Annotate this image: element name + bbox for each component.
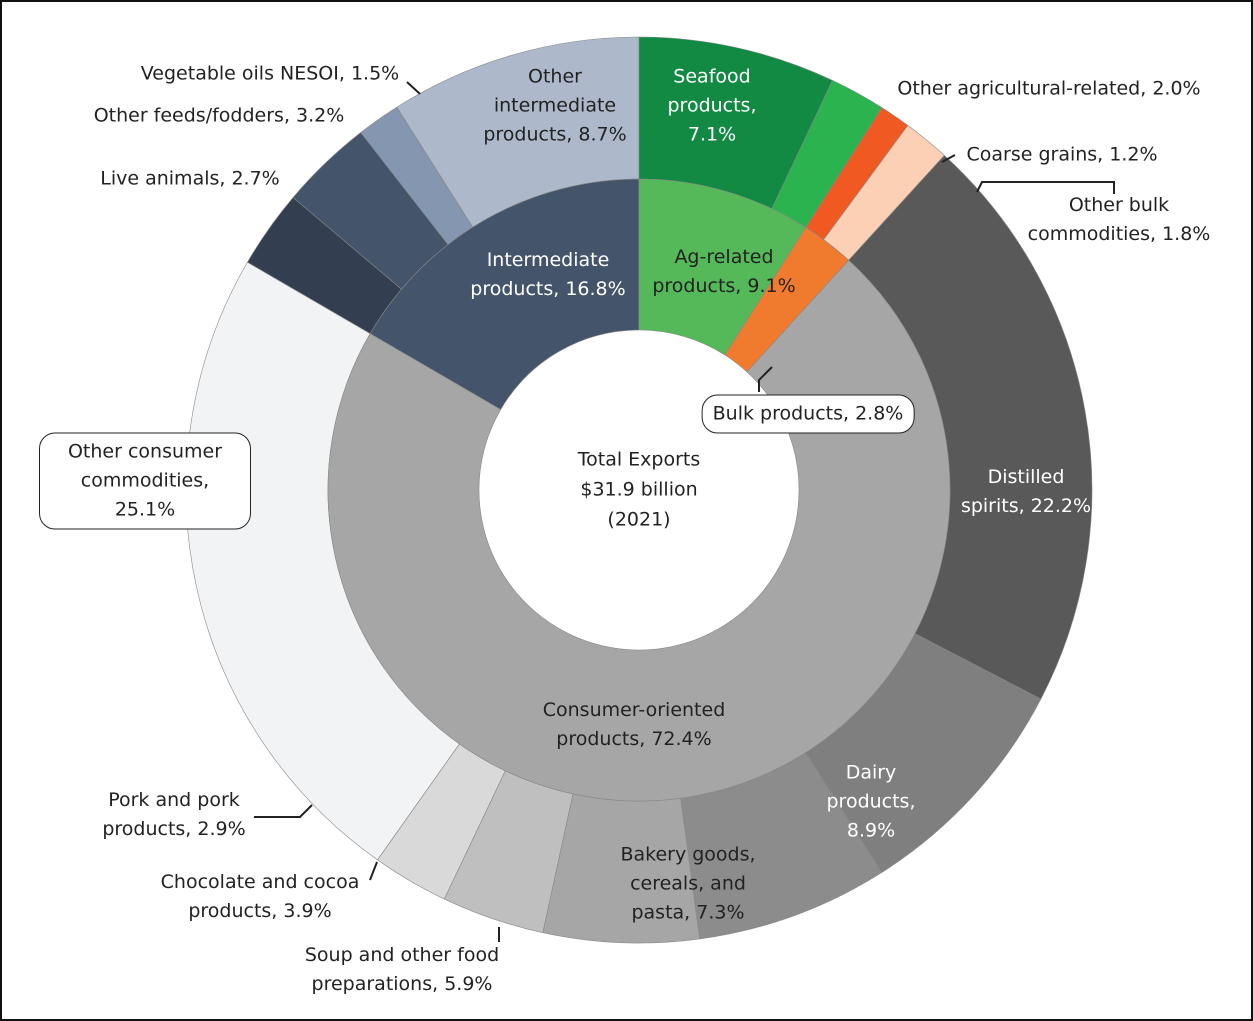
inner-segment: [724, 227, 850, 373]
leader-line: [254, 804, 313, 818]
segment-label: Distilled spirits, 22.2%: [960, 466, 1092, 517]
segment-label: Bakery goods, cereals, and pasta, 7.3%: [620, 843, 756, 924]
inner-segment: [638, 178, 807, 356]
leader-line: [369, 861, 378, 881]
segment-label: Dairy products, 8.9%: [826, 761, 916, 842]
segment-label: Pork and pork products, 2.9%: [102, 789, 246, 840]
segment-label: Ag-related products, 9.1%: [652, 246, 796, 297]
segment-label: Chocolate and cocoa products, 3.9%: [160, 871, 360, 922]
leader-line: [976, 181, 1115, 194]
segment-label: Seafood products, 7.1%: [667, 65, 757, 146]
segment-label: Live animals, 2.7%: [100, 167, 280, 190]
segment-label: Other bulk commodities, 1.8%: [1027, 194, 1211, 245]
segment-label: Vegetable oils NESOI, 1.5%: [140, 62, 400, 85]
segment-label: Other consumer commodities, 25.1%: [39, 432, 251, 530]
leader-line: [406, 81, 421, 95]
segment-label: Total Exports: [577, 448, 701, 471]
segment-label: Intermediate products, 16.8%: [470, 249, 626, 300]
leader-line: [758, 366, 773, 392]
inner-segment: [369, 178, 640, 410]
segment-label: (2021): [607, 508, 671, 531]
segment-label: Consumer-oriented products, 72.4%: [542, 699, 726, 750]
segment-label: Soup and other food preparations, 5.9%: [304, 944, 500, 995]
segment-label: Other feeds/fodders, 3.2%: [93, 104, 345, 127]
segment-label: Other agricultural-related, 2.0%: [897, 77, 1201, 100]
segment-label: Coarse grains, 1.2%: [966, 143, 1158, 166]
leader-line: [941, 154, 956, 163]
segment-label: Other intermediate products, 8.7%: [483, 65, 627, 146]
segment-label: Bulk products, 2.8%: [701, 394, 915, 434]
segment-label: $31.9 billion: [580, 478, 698, 501]
